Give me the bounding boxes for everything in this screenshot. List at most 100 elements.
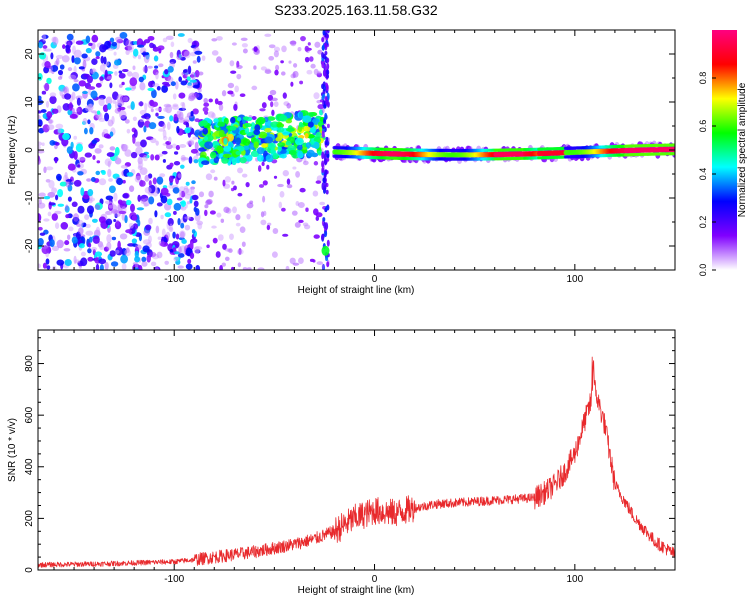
spectrogram-cell — [277, 142, 286, 148]
spectrogram-cell — [270, 97, 278, 102]
spectrogram-cell — [165, 144, 173, 150]
spectrogram-cell — [315, 215, 320, 222]
spectrogram-cell — [194, 50, 203, 55]
spectrogram-cell — [140, 139, 147, 148]
spectrogram-cell — [54, 194, 59, 201]
spectrogram-cell — [324, 51, 328, 56]
spectrogram-cell — [73, 151, 78, 160]
spectrogram-cell — [152, 177, 157, 185]
spectrogram-cell — [107, 168, 112, 178]
spectrogram-cell — [109, 250, 116, 257]
spectrogram-cell — [204, 204, 209, 209]
spectrogram-cell — [325, 205, 329, 210]
spectrogram-cell — [270, 148, 276, 155]
spectrogram-cell — [189, 241, 194, 249]
spectrogram-cell — [142, 154, 148, 162]
spectrogram-cell — [98, 117, 106, 123]
spectrogram-cell — [268, 44, 276, 49]
spectrogram-cell — [73, 179, 82, 187]
spectrogram-cell — [152, 46, 160, 52]
spectrogram-cell — [259, 108, 266, 112]
spectrogram-cell — [119, 233, 128, 240]
spectrogram-cell — [115, 219, 120, 227]
spectrogram-cell — [265, 68, 271, 73]
spectrogram-cell — [180, 206, 187, 211]
spectrogram-cell — [271, 251, 278, 258]
spectrogram-cell — [83, 127, 88, 135]
spectrogram-cell — [297, 150, 303, 158]
spectrogram-cell — [291, 210, 298, 216]
spectrogram-cell — [161, 150, 168, 155]
spectrogram-cell — [325, 222, 329, 230]
spectrogram-cell — [62, 86, 68, 93]
spectrogram-cell — [164, 68, 169, 75]
spectrogram-cell — [180, 101, 185, 107]
spectrogram-cell — [98, 97, 105, 107]
spectrogram-cell — [81, 53, 88, 59]
spectrogram-cell — [671, 152, 675, 156]
spectrogram-cell — [158, 63, 164, 68]
spectrogram-cell — [73, 57, 81, 65]
spectrogram-cell — [79, 234, 86, 238]
spectrogram-cell — [232, 206, 237, 214]
spectrogram-cell — [84, 214, 90, 220]
spectrogram-cell — [56, 259, 65, 266]
spectrogram-cell — [221, 262, 226, 267]
spectrogram-cell — [87, 86, 96, 90]
spectrogram-cell — [326, 30, 330, 34]
spectrogram-cell — [57, 76, 63, 80]
spectrogram-cell — [276, 123, 285, 128]
spectrogram-cell — [216, 36, 223, 41]
spectrogram-cell — [111, 236, 117, 241]
spectrogram-cell — [223, 117, 229, 125]
spectrogram-cell — [219, 264, 223, 270]
spectrogram-cell — [142, 245, 150, 253]
spectrogram-cell — [220, 218, 225, 223]
spectrogram-cell — [114, 108, 121, 114]
spectrogram-cell — [176, 197, 183, 201]
spectrogram-cell — [98, 144, 104, 149]
spectrogram-cell — [73, 135, 78, 140]
spectrogram-cell — [85, 35, 91, 44]
spectrogram-cell — [72, 213, 80, 222]
spectrogram-cell — [94, 251, 103, 257]
spectrogram-cell — [195, 265, 201, 270]
spectrogram-cell — [64, 172, 68, 179]
spectrogram-cell — [313, 234, 320, 239]
spectrogram-cell — [111, 115, 115, 125]
spectrogram-cell — [135, 146, 143, 156]
spectrogram-cell — [100, 55, 105, 64]
spectrogram-cell — [304, 56, 310, 63]
spectrogram-cell — [157, 236, 162, 240]
spectrogram-cell — [306, 69, 313, 75]
spectrogram-cell — [315, 212, 323, 218]
spectrogram-cell — [261, 161, 265, 167]
spectrogram-cell — [166, 121, 171, 131]
spectrogram-cell — [211, 112, 216, 119]
spectrogram-cell — [317, 104, 324, 110]
spectrogram-cell — [224, 256, 230, 261]
spectrogram-cell — [212, 237, 218, 244]
spectrogram-cell — [257, 267, 265, 270]
spectrogram-cell — [170, 81, 176, 87]
spectrogram-cell — [180, 231, 185, 239]
spectrogram-cell — [126, 128, 131, 134]
spectrogram-cell — [160, 195, 168, 204]
spectrogram-cell — [321, 264, 325, 270]
spectrogram-cell — [256, 116, 266, 125]
spectrogram-cell — [227, 133, 234, 142]
spectrogram-cell — [143, 229, 151, 236]
spectrogram-cell — [278, 201, 283, 209]
spectrogram-cell — [264, 136, 274, 144]
spectrogram-cell — [298, 219, 304, 224]
spectrogram-cell — [281, 45, 287, 53]
spectrogram-cell — [171, 143, 177, 149]
spectrogram-cell — [147, 65, 153, 69]
spectrogram-cell — [249, 200, 254, 204]
spectrogram-cell — [292, 71, 296, 78]
spectrogram-y-tick-label: -10 — [24, 190, 35, 205]
spectrogram-cell — [38, 263, 41, 269]
spectrogram-cell — [150, 154, 155, 161]
spectrogram-cell — [131, 85, 137, 90]
